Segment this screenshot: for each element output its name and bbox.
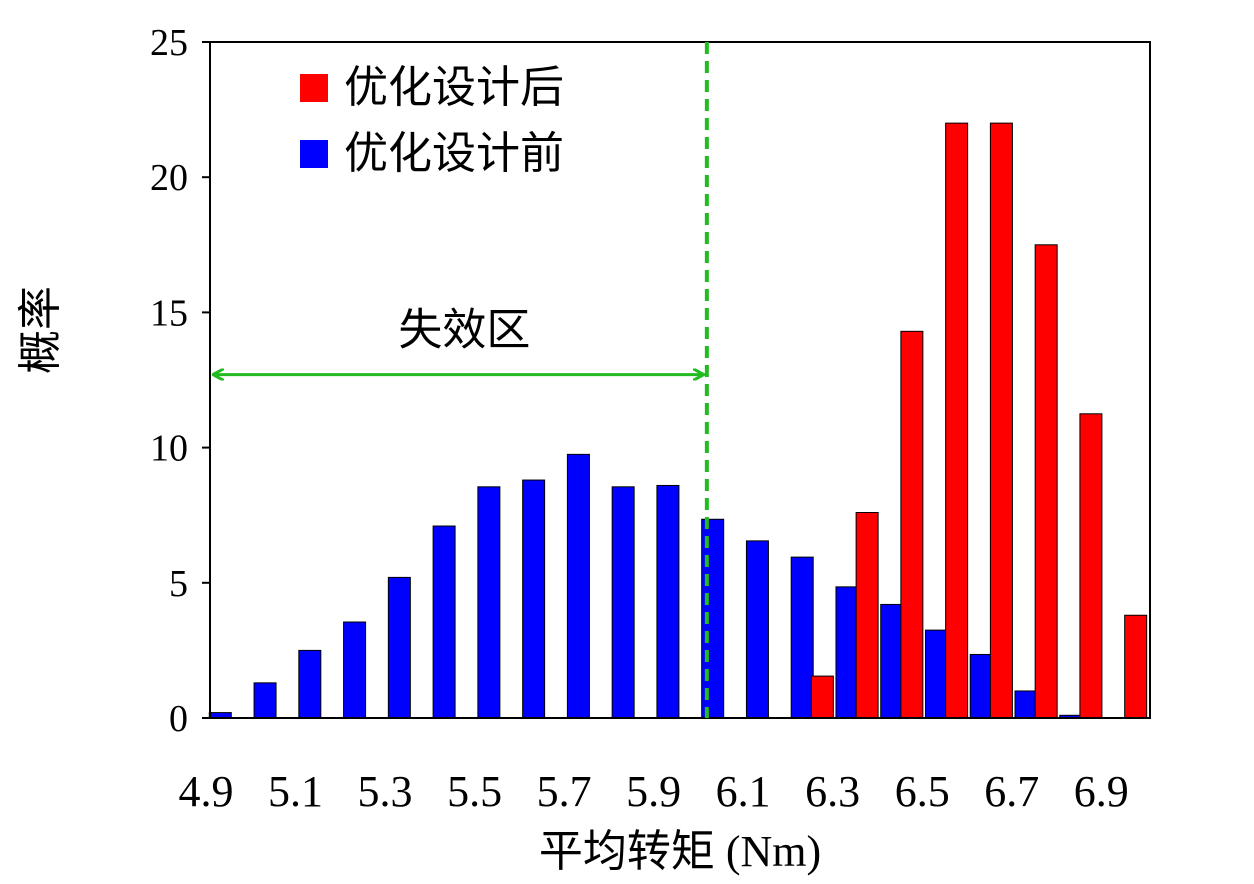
bar-before-6.2 <box>790 556 814 719</box>
bar-before-6.3 <box>835 586 859 719</box>
bars-group <box>208 122 1148 719</box>
x-tick-label: 6.1 <box>716 767 771 816</box>
legend-swatch-before <box>300 140 328 168</box>
legend-label-after: 优化设计后 <box>344 63 564 112</box>
bar-before-5.6 <box>522 479 546 719</box>
x-tick-label: 6.7 <box>984 767 1039 816</box>
x-tick-label: 5.7 <box>537 767 592 816</box>
y-axis-ticks: 0 5 10 15 20 25 <box>150 22 210 740</box>
y-tick-label: 5 <box>169 563 188 605</box>
legend-label-before: 优化设计前 <box>344 129 564 178</box>
x-axis-label: 平均转矩 (Nm) <box>539 827 821 876</box>
bar-after-6.7 <box>1034 244 1058 719</box>
bar-before-6.7 <box>1014 690 1038 719</box>
y-tick-label: 15 <box>150 292 188 334</box>
bar-after-6.4 <box>900 330 924 719</box>
bar-before-6.6 <box>969 653 993 719</box>
y-tick-label: 20 <box>150 157 188 199</box>
bar-before-5.4 <box>432 525 456 719</box>
bar-before-5.2 <box>343 621 367 719</box>
bar-after-6.2 <box>810 675 834 719</box>
x-tick-label: 6.9 <box>1074 767 1129 816</box>
failure-zone-label: 失效区 <box>398 306 530 355</box>
bar-before-6.5 <box>924 629 948 719</box>
y-tick-label: 10 <box>150 428 188 470</box>
bar-after-6.5 <box>945 122 969 719</box>
plot-area-border <box>209 41 1151 719</box>
x-tick-label: 6.5 <box>895 767 950 816</box>
bar-after-6.6 <box>989 122 1013 719</box>
y-axis-label: 概率 <box>16 286 65 374</box>
bar-after-6.3 <box>855 511 879 719</box>
x-tick-label: 6.3 <box>805 767 860 816</box>
x-tick-label: 5.5 <box>447 767 502 816</box>
bar-before-5.0 <box>253 682 277 719</box>
x-tick-label: 4.9 <box>179 767 234 816</box>
x-tick-label: 5.3 <box>358 767 413 816</box>
bar-after-6.8 <box>1079 413 1103 719</box>
bar-before-6.4 <box>880 603 904 719</box>
bar-after-6.9 <box>1124 614 1148 719</box>
bar-before-5.9 <box>656 484 680 719</box>
y-tick-label: 25 <box>150 22 188 64</box>
bar-before-5.5 <box>477 486 501 719</box>
y-tick-label: 0 <box>169 698 188 740</box>
legend-swatch-after <box>300 74 328 102</box>
x-axis-ticks: 4.9 5.1 5.3 5.5 5.7 5.9 6.1 6.3 6.5 6.7 6.9 <box>179 767 1129 816</box>
bar-before-5.3 <box>387 576 411 719</box>
legend: 优化设计后 优化设计前 <box>300 63 564 178</box>
bar-before-5.1 <box>298 649 322 719</box>
bar-before-6.1 <box>745 540 769 719</box>
bar-before-5.7 <box>566 453 590 719</box>
x-tick-label: 5.1 <box>268 767 323 816</box>
bar-before-5.8 <box>611 486 635 719</box>
x-tick-label: 5.9 <box>626 767 681 816</box>
